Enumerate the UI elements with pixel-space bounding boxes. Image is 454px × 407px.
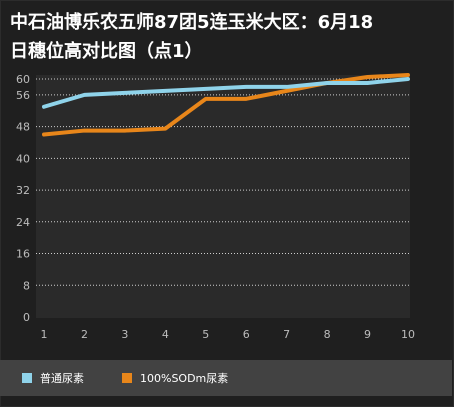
x-tick-label: 3 <box>121 328 128 341</box>
series-line-2 <box>42 73 410 137</box>
y-tick-label: 40 <box>16 152 30 165</box>
x-tick-label: 10 <box>401 328 415 341</box>
x-tick-label: 2 <box>81 328 88 341</box>
y-tick-label: 16 <box>16 248 30 261</box>
plot-area <box>36 75 410 318</box>
x-axis-ticks: 1 2 3 4 5 6 7 8 9 10 <box>41 328 416 341</box>
series-lines <box>42 73 410 137</box>
legend-swatch-series-2 <box>122 373 132 383</box>
y-tick-label: 56 <box>16 89 30 102</box>
y-tick-label: 24 <box>16 216 30 229</box>
chart-title-line-2: 日穗位高对比图（点1） <box>10 41 203 62</box>
y-tick-label: 8 <box>23 279 30 292</box>
grid-lines <box>36 78 410 286</box>
y-tick-label: 0 <box>23 311 30 324</box>
x-tick-label: 9 <box>364 328 371 341</box>
x-tick-label: 1 <box>41 328 48 341</box>
series-line-1 <box>42 77 410 109</box>
x-tick-label: 8 <box>324 328 331 341</box>
chart-title: 中石油博乐农五师87团5连玉米大区：6月18 日穗位高对比图（点1） <box>10 8 450 66</box>
x-tick-label: 7 <box>283 328 290 341</box>
x-tick-label: 4 <box>162 328 169 341</box>
y-tick-label: 60 <box>16 73 30 86</box>
legend-label-series-1: 普通尿素 <box>40 372 84 385</box>
legend-label-series-2: 100%SODm尿素 <box>140 372 229 385</box>
chart-title-line-1: 中石油博乐农五师87团5连玉米大区：6月18 <box>10 12 374 33</box>
x-tick-label: 5 <box>202 328 209 341</box>
y-tick-label: 48 <box>16 121 30 134</box>
legend-swatch-series-1 <box>22 373 32 383</box>
x-tick-label: 6 <box>243 328 250 341</box>
chart-legend: 普通尿素 100%SODm尿素 <box>0 360 452 396</box>
y-axis-ticks: 0 8 16 24 32 40 48 56 60 <box>16 73 30 324</box>
y-tick-label: 32 <box>16 184 30 197</box>
legend-item-series-1: 普通尿素 <box>22 371 84 385</box>
legend-item-series-2: 100%SODm尿素 <box>122 371 228 385</box>
